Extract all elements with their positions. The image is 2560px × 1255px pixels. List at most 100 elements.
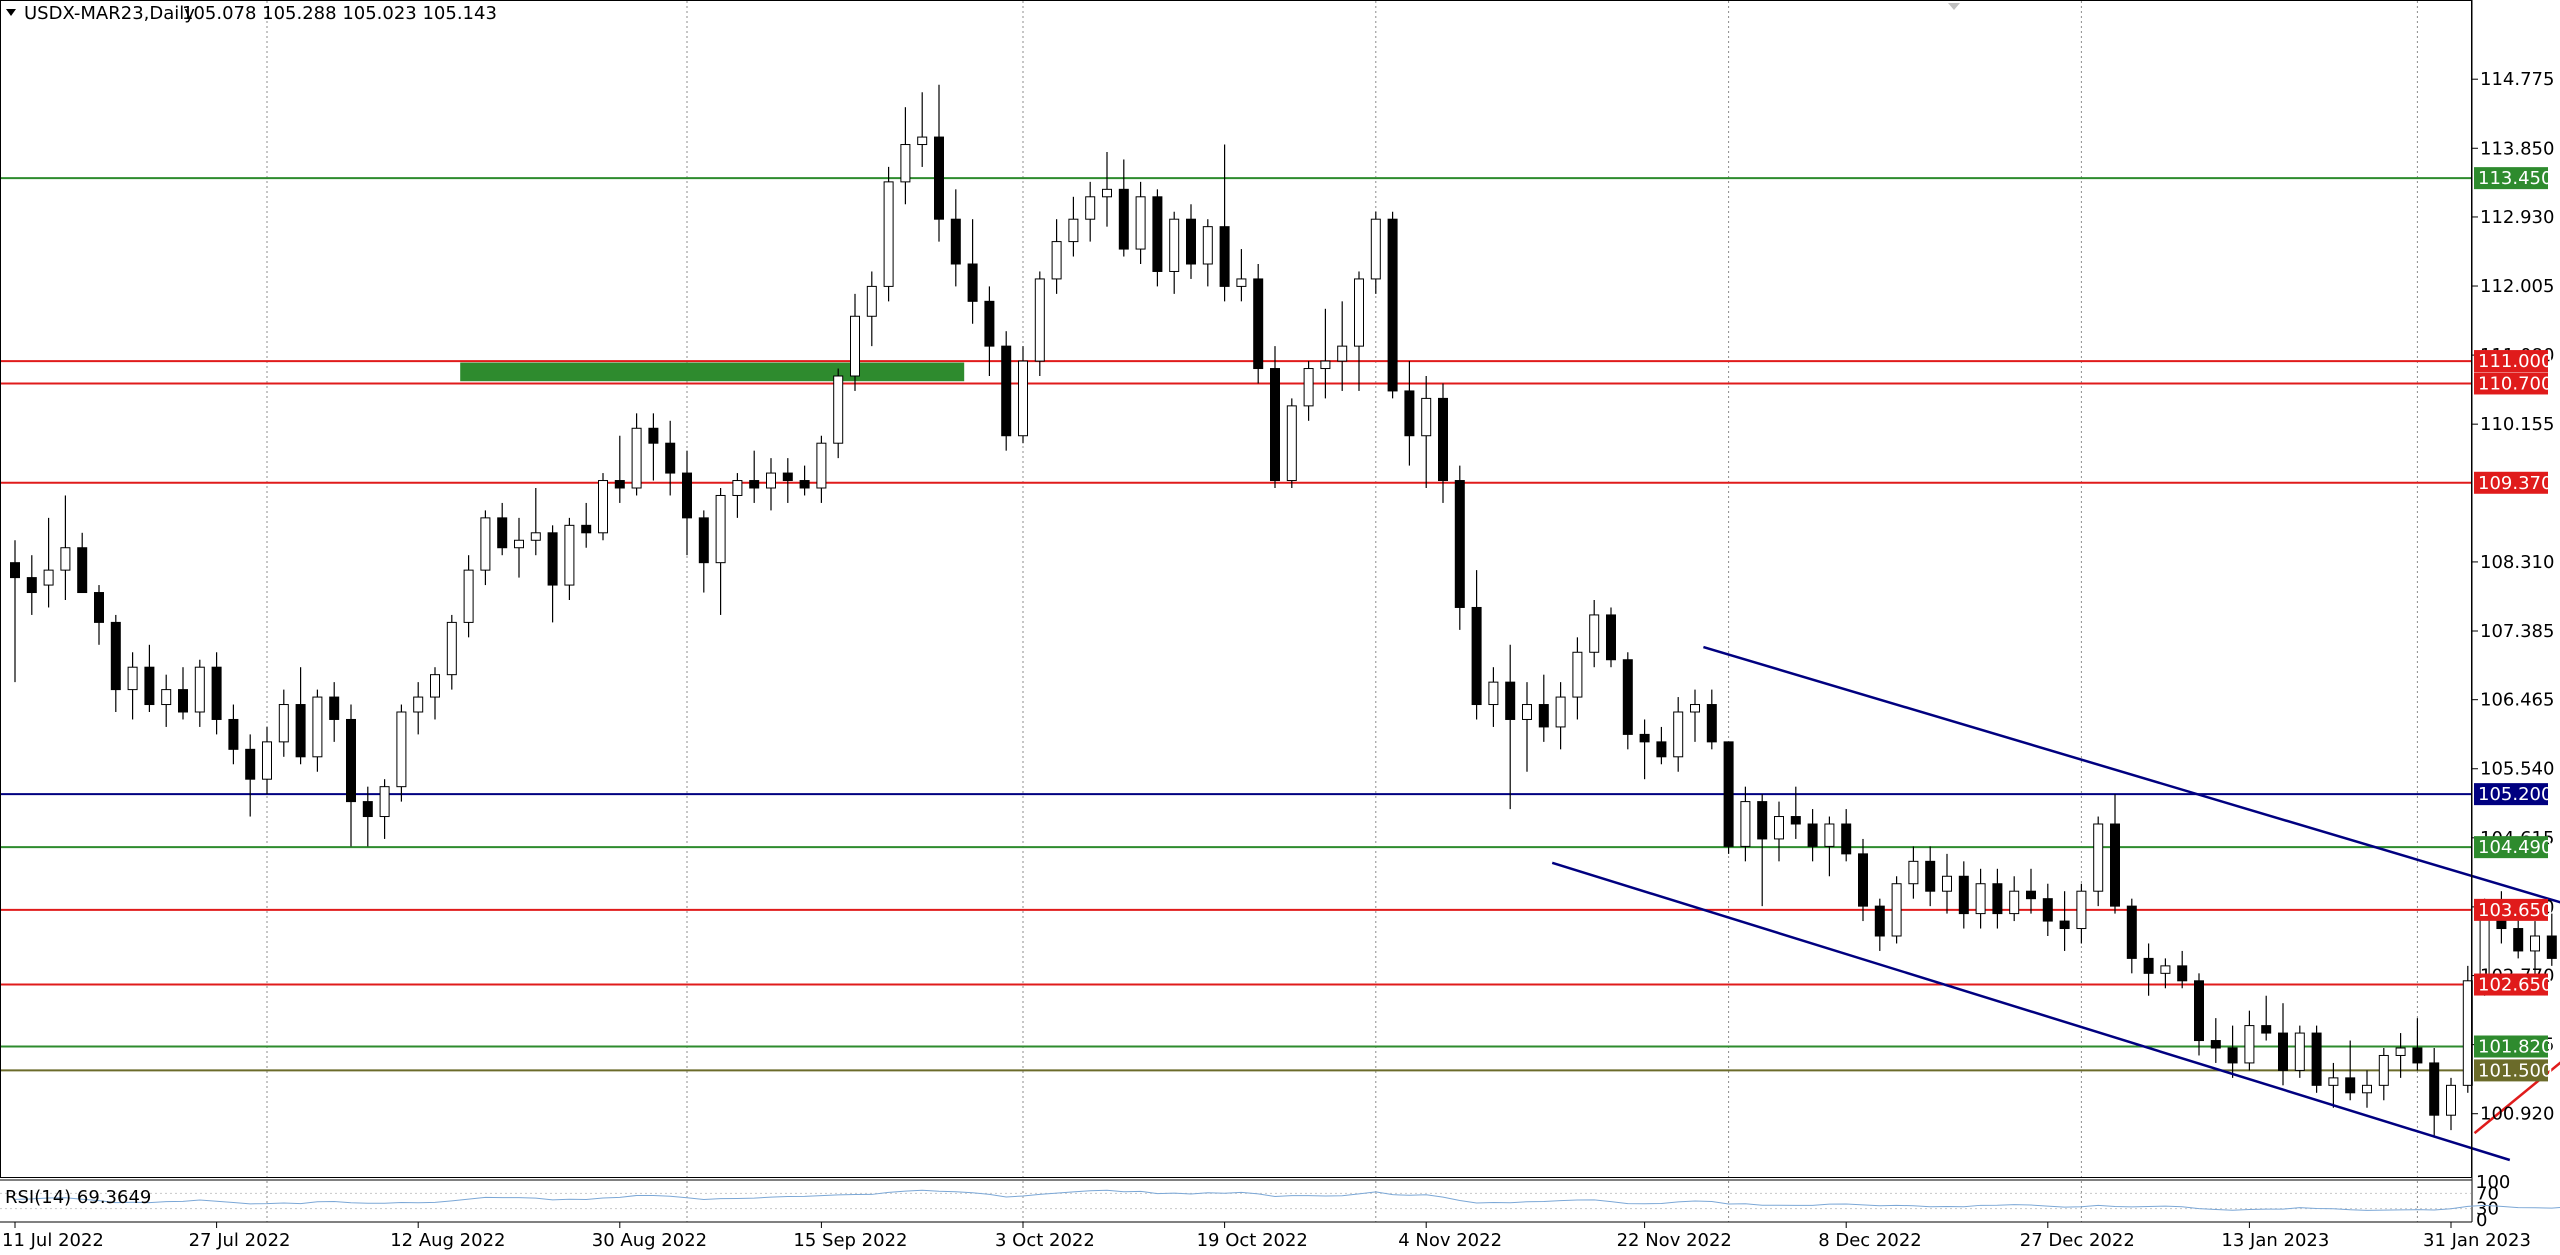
candle-145 [2446, 1077, 2456, 1131]
price-tick-2: 112.930 [2480, 207, 2554, 228]
candle-138 [2328, 1062, 2339, 1108]
level-tag-bg-4 [2474, 783, 2548, 806]
candle-body-9 [161, 689, 172, 706]
candle-59 [1001, 331, 1012, 451]
shift-marker-icon[interactable] [1948, 3, 1960, 10]
level-tag-bg-5 [2474, 836, 2548, 859]
candle-body-82 [1387, 218, 1398, 392]
candle-75 [1270, 346, 1280, 488]
candle-body-12 [211, 666, 222, 720]
candle-80 [1354, 271, 1364, 391]
candle-body-102 [1723, 741, 1734, 847]
candle-44 [749, 450, 760, 503]
level-tag-3: 109.370 [2478, 473, 2552, 494]
candle-body-103 [1740, 801, 1751, 847]
candle-106 [1790, 786, 1801, 839]
level-tag-9: 101.500 [2478, 1060, 2552, 1081]
candle-body-40 [682, 472, 692, 519]
candle-body-91 [1538, 704, 1549, 728]
candle-134 [2261, 995, 2272, 1041]
candle-body-42 [715, 494, 726, 564]
price-tick-3: 112.005 [2480, 276, 2554, 297]
candle-body-22 [379, 786, 390, 818]
candle-body-16 [278, 704, 289, 743]
candle-body-119 [2009, 890, 2020, 915]
candle-body-96 [1622, 659, 1633, 735]
candle-body-34 [581, 524, 592, 534]
rsi-scale-3: 0 [2476, 1210, 2487, 1231]
candle-body-67 [1135, 196, 1146, 250]
candle-58 [984, 286, 995, 376]
candle-130 [2194, 973, 2204, 1056]
candle-body-141 [2378, 1054, 2389, 1086]
candle-body-68 [1152, 196, 1163, 272]
candle-body-49 [833, 375, 844, 444]
candle-36 [614, 435, 625, 503]
candle-77 [1303, 361, 1314, 421]
candle-119 [2009, 876, 2020, 922]
candle-body-53 [900, 144, 911, 183]
price-tick-7: 107.385 [2480, 621, 2554, 642]
candle-55 [934, 84, 944, 242]
candle-body-116 [1958, 875, 1969, 915]
candle-body-84 [1421, 397, 1432, 437]
candle-body-128 [2160, 965, 2171, 974]
candle-82 [1387, 211, 1398, 399]
candle-body-78 [1320, 360, 1331, 370]
price-tick-9: 105.540 [2480, 759, 2554, 780]
collapse-triangle-icon[interactable] [6, 9, 16, 16]
level-tag-bg-1 [2474, 350, 2548, 373]
candle-body-41 [698, 517, 709, 564]
candle-23 [396, 704, 407, 802]
candle-131 [2210, 1018, 2221, 1063]
level-tag-5: 104.490 [2478, 837, 2552, 858]
candle-17 [295, 667, 306, 765]
candle-body-30 [514, 539, 524, 549]
date-tick-12: 31 Jan 2023 [2423, 1230, 2531, 1251]
candle-41 [698, 510, 709, 593]
candle-body-50 [850, 315, 860, 377]
candle-body-101 [1706, 704, 1717, 743]
candle-86 [1454, 465, 1465, 630]
price-tick-1: 113.850 [2480, 138, 2554, 159]
candle-39 [665, 420, 676, 496]
candle-body-55 [934, 136, 944, 220]
candle-body-45 [766, 472, 776, 489]
candle-body-134 [2261, 1025, 2272, 1034]
candle-body-93 [1572, 651, 1583, 698]
candle-body-140 [2362, 1084, 2372, 1094]
candle-body-80 [1354, 278, 1364, 347]
candle-body-115 [1942, 875, 1952, 892]
candle-120 [2026, 868, 2036, 914]
candle-97 [1639, 719, 1650, 780]
candle-78 [1320, 308, 1331, 399]
candle-body-117 [1975, 883, 1986, 915]
candle-body-100 [1690, 704, 1700, 713]
candle-body-136 [2294, 1032, 2305, 1071]
candle-107 [1807, 809, 1818, 862]
level-tag-bg-2 [2474, 372, 2548, 395]
candle-body-107 [1807, 823, 1818, 847]
candle-69 [1169, 211, 1180, 294]
candle-127 [2143, 943, 2154, 996]
candle-body-6 [110, 621, 121, 691]
candle-body-142 [2395, 1047, 2406, 1056]
candle-body-97 [1639, 733, 1650, 743]
candle-84 [1421, 376, 1432, 488]
candle-105 [1774, 801, 1784, 862]
candle-63 [1068, 196, 1079, 257]
candle-body-94 [1589, 614, 1600, 653]
candle-76 [1286, 398, 1297, 488]
candle-body-51 [866, 285, 877, 317]
candle-body-19 [329, 696, 340, 720]
candle-body-151 [2546, 935, 2557, 959]
candle-46 [782, 458, 793, 503]
candle-121 [2042, 883, 2053, 936]
candle-38 [648, 413, 659, 481]
candle-83 [1404, 361, 1415, 466]
candle-30 [514, 517, 524, 578]
candle-32 [547, 525, 558, 623]
candle-body-73 [1236, 278, 1247, 287]
